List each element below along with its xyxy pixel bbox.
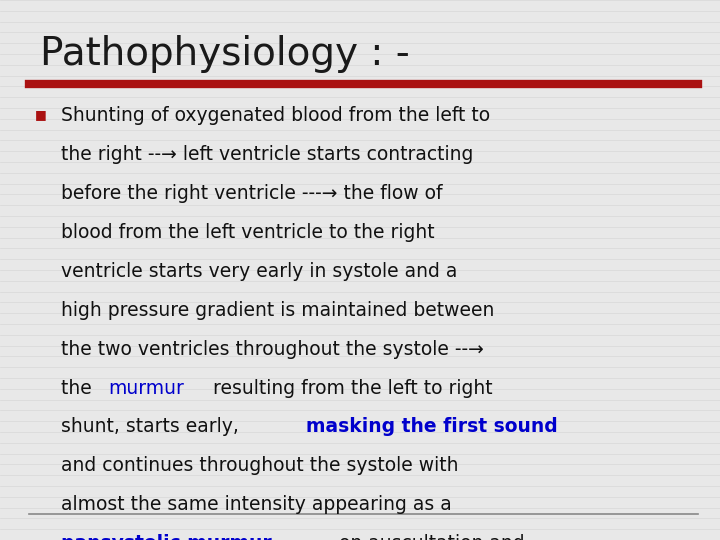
Text: before the right ventricle ---→ the flow of: before the right ventricle ---→ the flow… <box>61 184 443 203</box>
Text: masking the first sound: masking the first sound <box>306 417 558 436</box>
Text: blood from the left ventricle to the right: blood from the left ventricle to the rig… <box>61 223 435 242</box>
Text: Shunting of oxygenated blood from the left to: Shunting of oxygenated blood from the le… <box>61 106 490 125</box>
Text: ■: ■ <box>35 108 46 121</box>
Text: murmur: murmur <box>109 379 184 397</box>
Text: the: the <box>61 379 98 397</box>
Text: on auscultation and: on auscultation and <box>333 534 525 540</box>
Text: the right --→ left ventricle starts contracting: the right --→ left ventricle starts cont… <box>61 145 474 164</box>
Text: and continues throughout the systole with: and continues throughout the systole wit… <box>61 456 459 475</box>
Text: shunt, starts early,: shunt, starts early, <box>61 417 251 436</box>
Text: pansystolic murmur: pansystolic murmur <box>61 534 272 540</box>
Text: ventricle starts very early in systole and a: ventricle starts very early in systole a… <box>61 262 458 281</box>
Text: the two ventricles throughout the systole --→: the two ventricles throughout the systol… <box>61 340 484 359</box>
Text: Pathophysiology : -: Pathophysiology : - <box>40 35 410 73</box>
Text: resulting from the left to right: resulting from the left to right <box>207 379 492 397</box>
Text: almost the same intensity appearing as a: almost the same intensity appearing as a <box>61 495 452 514</box>
Text: high pressure gradient is maintained between: high pressure gradient is maintained bet… <box>61 301 495 320</box>
